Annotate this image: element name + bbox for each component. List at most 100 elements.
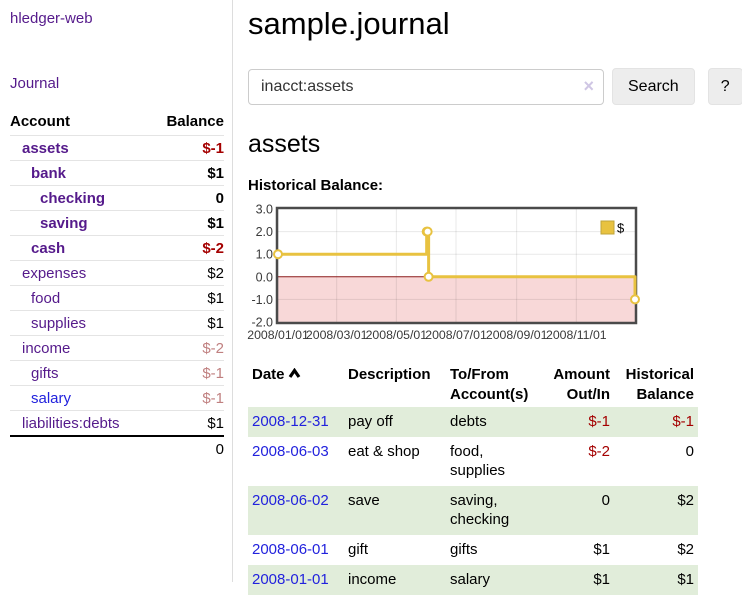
transaction-description: income (344, 565, 446, 595)
account-rows: assets $-1 bank $1 checking 0 saving $1 cash $-2 e… (10, 135, 224, 436)
account-row: salary $-1 (10, 385, 224, 411)
register-table: Date Description To/From Account(s) Amou… (248, 363, 698, 595)
transaction-amount: $-1 (542, 407, 614, 437)
negative-region (278, 276, 635, 322)
data-point[interactable] (423, 271, 434, 282)
account-row: saving $1 (10, 210, 224, 236)
account-balance: $1 (150, 285, 224, 311)
transaction-date-link[interactable]: 2008-01-01 (248, 565, 344, 595)
register-row[interactable]: 2008-01-01 income salary $1 $1 (248, 565, 698, 595)
account-balance: $2 (150, 260, 224, 286)
account-row: liabilities:debts $1 (10, 410, 224, 436)
search-button[interactable]: Search (612, 68, 695, 105)
chart-canvas[interactable]: $3.0 2.0 1.0 0.0 -1.0 -2.02008/01/012008/03/0… (247, 203, 658, 348)
register-row[interactable]: 2008-06-03 eat & shop food, supplies $-2 0 (248, 437, 698, 486)
x-tick-label: 2008/01/01 (247, 328, 309, 342)
account-row: assets $-1 (10, 135, 224, 161)
transaction-accounts: salary (446, 565, 542, 595)
account-link[interactable]: checking (40, 190, 106, 207)
register-col-amount[interactable]: Amount Out/In (553, 366, 610, 403)
y-tick-label: 1.0 (256, 248, 273, 262)
transaction-date-link[interactable]: 2008-12-31 (252, 413, 329, 430)
search-form: × Search ? (248, 68, 742, 105)
x-tick-label: 2008/09/01 (486, 328, 548, 342)
transaction-date-link[interactable]: 2008-06-02 (248, 486, 344, 535)
transaction-accounts: food, supplies (450, 443, 506, 479)
account-link[interactable]: income (22, 340, 71, 357)
account-balance: $-1 (150, 360, 224, 386)
historical-balance-chart[interactable]: $3.0 2.0 1.0 0.0 -1.0 -2.0 2008/01/01 2008/03/0… (247, 203, 668, 348)
register-row[interactable]: 2008-12-31 pay off debts $-1 $-1 (248, 407, 698, 437)
account-link[interactable]: bank (31, 165, 67, 182)
account-balance: $1 (150, 160, 224, 186)
transaction-balance: $1 (614, 565, 698, 595)
transaction-balance: $2 (677, 541, 694, 558)
y-tick-label: -2.0 (251, 316, 273, 330)
accounts-total-spacer (10, 435, 151, 462)
transaction-date-link[interactable]: 2008-12-31 (248, 407, 344, 437)
accounts-total-row: 0 (10, 435, 224, 462)
x-tick-label: 2008/05/01 (366, 328, 428, 342)
app-title-link[interactable]: hledger-web (10, 10, 93, 27)
account-link[interactable]: expenses (22, 265, 87, 282)
transaction-date-link[interactable]: 2008-01-01 (252, 571, 329, 588)
transaction-date-link[interactable]: 2008-06-03 (248, 437, 344, 486)
transaction-date-link[interactable]: 2008-06-02 (252, 492, 329, 509)
register-col-date[interactable]: Date (248, 363, 344, 407)
transaction-description: pay off (344, 407, 446, 437)
transaction-description: eat & shop (348, 443, 420, 460)
account-balance: $-2 (150, 335, 224, 361)
data-point[interactable] (273, 249, 283, 260)
account-link[interactable]: gifts (31, 365, 59, 382)
data-point[interactable] (422, 226, 433, 237)
account-link[interactable]: saving (40, 215, 88, 232)
register-col-accounts[interactable]: To/From Account(s) (450, 366, 529, 403)
help-button[interactable]: ? (707, 68, 742, 105)
accounts-total-value: 0 (150, 435, 224, 462)
account-row: income $-2 (10, 335, 224, 361)
account-balance: $1 (150, 210, 224, 236)
transaction-balance: $2 (614, 486, 698, 535)
transaction-amount: 0 (542, 486, 614, 535)
plot-border (275, 206, 638, 325)
accounts-table: Account Balance assets $-1 bank $1 checking 0… (10, 110, 224, 462)
transaction-accounts: debts (446, 407, 542, 437)
account-link[interactable]: cash (31, 240, 66, 257)
y-tick-label: 3.0 (256, 203, 273, 217)
search-input[interactable] (248, 68, 604, 105)
register-col-balance[interactable]: Historical Balance (625, 366, 694, 403)
transaction-date-link[interactable]: 2008-06-01 (252, 541, 329, 558)
account-link[interactable]: food (31, 290, 61, 307)
accounts-header-row: Account Balance (10, 110, 224, 136)
account-link[interactable]: assets (22, 140, 69, 157)
register-row[interactable]: 2008-06-02 save saving, checking 0 $2 (248, 486, 698, 535)
transaction-date-link[interactable]: 2008-06-01 (248, 535, 344, 565)
page: hledger-web Journal Account Balance asse… (10, 0, 742, 595)
account-row: supplies $1 (10, 310, 224, 336)
account-row: checking 0 (10, 185, 224, 211)
register-col-description[interactable]: Description (348, 366, 431, 383)
accounts-col-balance: Balance (166, 113, 224, 130)
data-point[interactable] (630, 294, 640, 305)
account-row: bank $1 (10, 160, 224, 186)
y-tick-label: 0.0 (256, 270, 273, 284)
transaction-balance: 0 (685, 443, 694, 460)
account-link[interactable]: liabilities:debts (22, 415, 120, 432)
register-row[interactable]: 2008-06-01 gift gifts $1 $2 (248, 535, 698, 565)
y-tick-label: 2.0 (256, 225, 273, 239)
transaction-balance: $-1 (614, 407, 698, 437)
sort-ascending-icon (288, 365, 301, 385)
clear-search-icon[interactable]: × (583, 75, 594, 96)
transaction-description: save (344, 486, 446, 535)
account-row: gifts $-1 (10, 360, 224, 386)
y-tick-label: -1.0 (251, 293, 273, 307)
chart-title: Historical Balance: (248, 177, 384, 194)
account-row: expenses $2 (10, 260, 224, 286)
account-link[interactable]: salary (31, 390, 72, 407)
legend-label: $ (617, 221, 625, 236)
transaction-date-link[interactable]: 2008-06-03 (252, 443, 329, 460)
sidebar-item-journal[interactable]: Journal (10, 75, 60, 92)
account-link[interactable]: supplies (31, 315, 87, 332)
account-balance: 0 (150, 185, 224, 211)
account-heading: assets (248, 130, 321, 158)
